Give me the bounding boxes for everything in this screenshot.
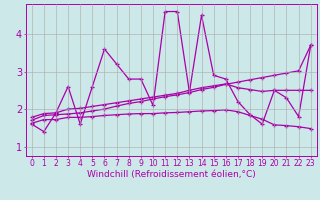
X-axis label: Windchill (Refroidissement éolien,°C): Windchill (Refroidissement éolien,°C) <box>87 170 256 179</box>
